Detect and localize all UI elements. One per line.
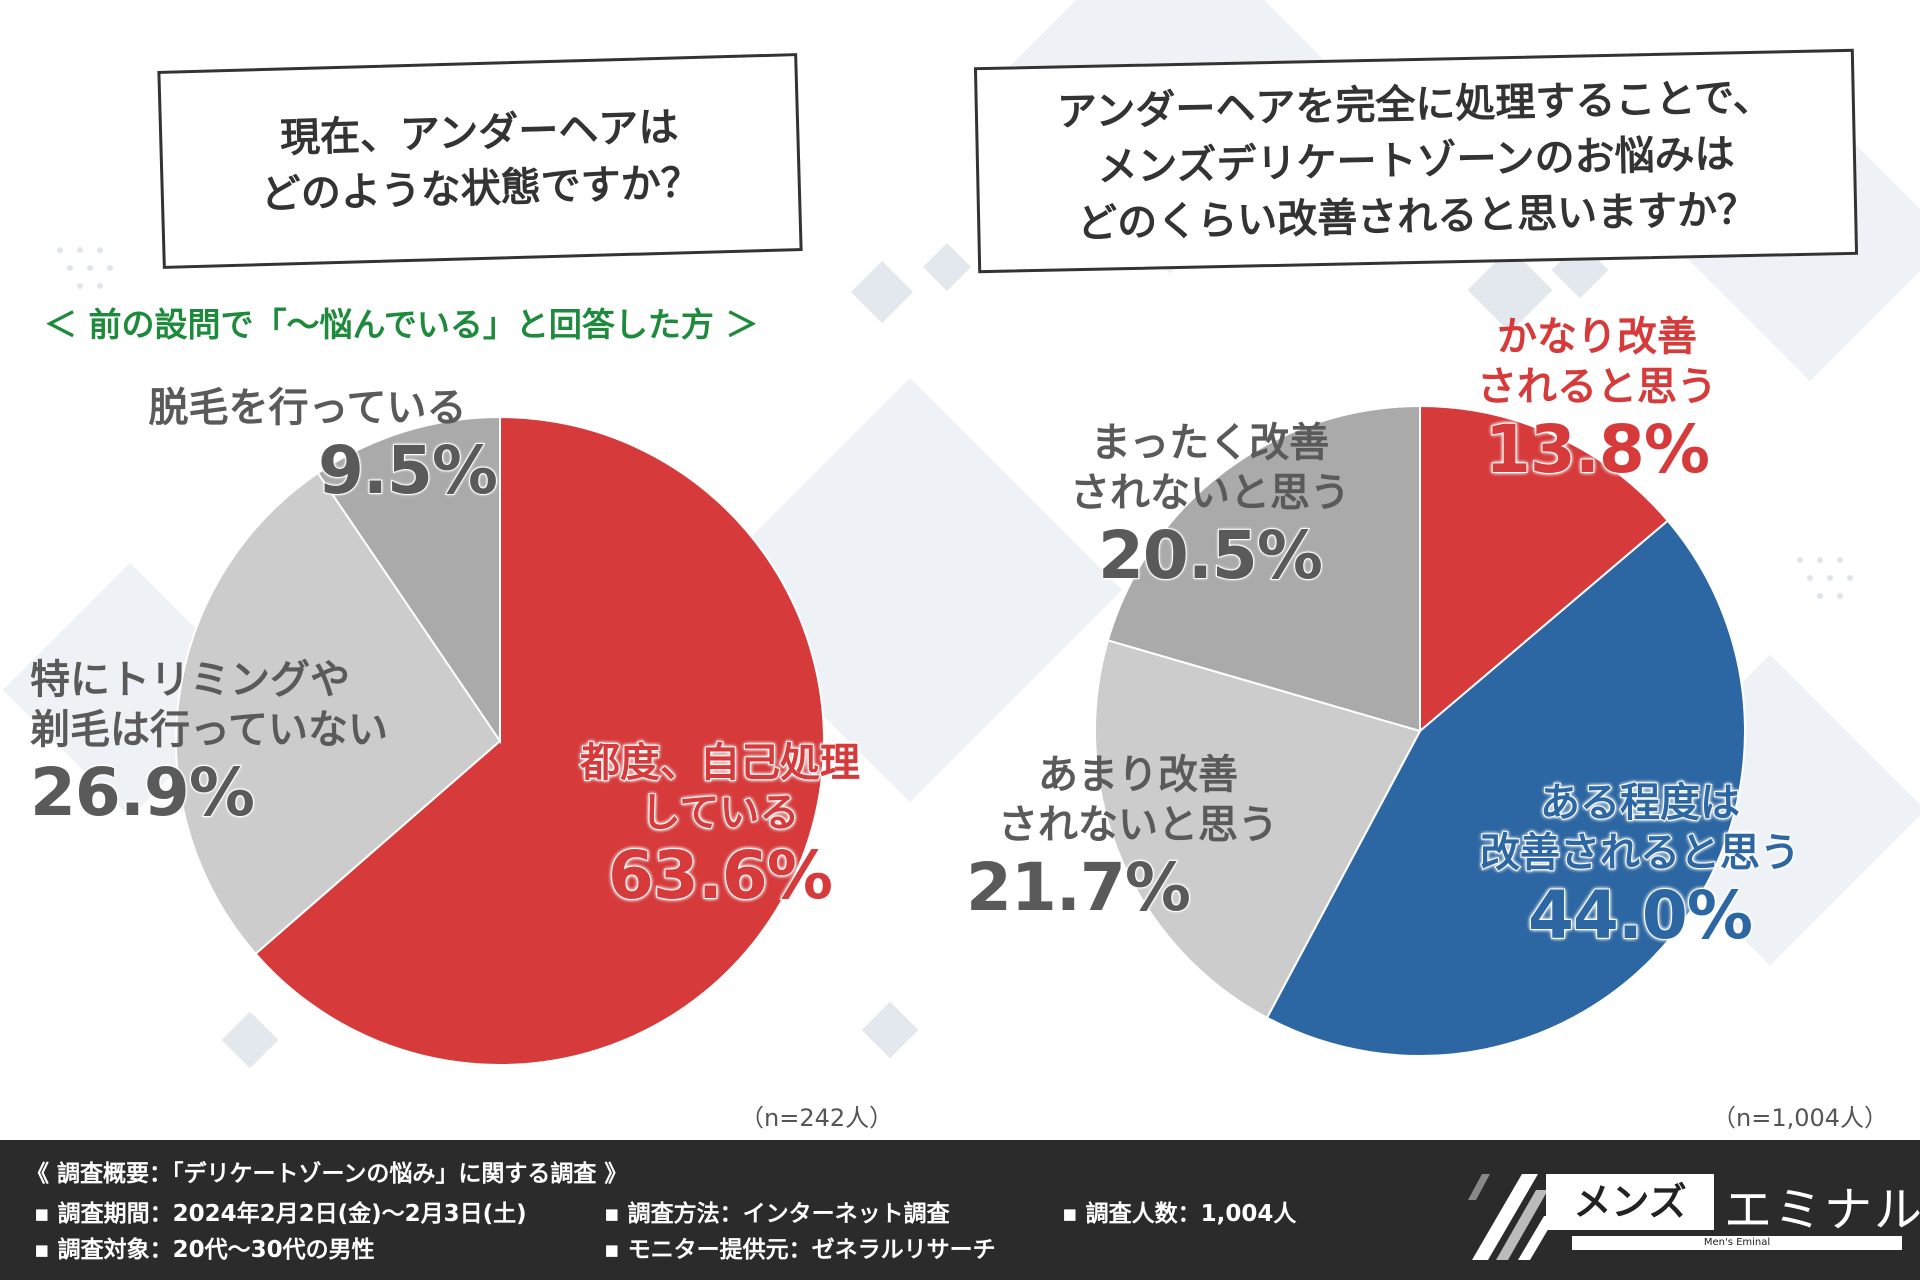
footer-target: 調査対象：20代～30代の男性 — [34, 1230, 375, 1264]
logo-box-text: メンズ — [1546, 1174, 1714, 1230]
survey-summary-footer: 《 調査概要：「デリケートゾーンの悩み」に関する調査 》 調査期間：2024年2… — [0, 1140, 1920, 1280]
left-pie-slice-1 — [254, 415, 825, 1066]
right-slice-2-value: 44.0% — [1527, 877, 1754, 955]
right-slice-2-text-2: 改善されると思う — [1479, 829, 1801, 877]
left-slice-3-value: 9.5% — [317, 432, 499, 510]
right-slice-label-21-7: あまり改善 されないと思う 21.7% — [965, 750, 1298, 927]
footer-count: 調査人数：1,004人 — [1062, 1194, 1297, 1228]
left-respondent-note: ＜ 前の設問で「～悩んでいる」と回答した方 ＞ — [44, 305, 759, 344]
right-slice-label-13-8: かなり改善 されると思う 13.8% — [1432, 312, 1762, 489]
left-slice-1-value: 63.6% — [607, 837, 834, 915]
left-pie — [175, 415, 825, 1066]
left-pie-slice-3 — [316, 415, 501, 745]
left-sample-size: （n=242人） — [740, 1104, 894, 1132]
footer-heading: 《 調査概要：「デリケートゾーンの悩み」に関する調査 》 — [26, 1161, 628, 1187]
left-slice-label-26-9: 特にトリミングや 剃毛は行っていない 26.9% — [29, 655, 388, 832]
footer-method: 調査方法：インターネット調査 — [604, 1194, 950, 1228]
right-slice-3-text-2: されないと思う — [998, 802, 1278, 848]
left-slice-2-value: 26.9% — [29, 754, 256, 832]
right-slice-label-44-0: ある程度は 改善されると思う 44.0% — [1440, 778, 1840, 955]
logo-sub-text: Men's Eminal — [1572, 1236, 1902, 1250]
right-slice-2-text-1: ある程度は — [1539, 779, 1741, 827]
footer-provider: モニター提供元：ゼネラルリサーチ — [604, 1230, 996, 1264]
right-slice-4-text-1: まったく改善 — [1090, 420, 1330, 466]
logo-main-text: エミナル — [1724, 1182, 1920, 1238]
mens-eminal-logo: メンズ エミナル Men's Eminal — [1462, 1160, 1920, 1264]
left-slice-2-text-1: 特にトリミングや — [30, 657, 350, 703]
left-slice-label-9-5: 脱毛を行っている 9.5% — [118, 383, 500, 510]
left-slice-1-text-2: している — [640, 789, 801, 837]
left-pie-slice-2 — [175, 471, 502, 956]
left-slice-label-63-6: 都度、自己処理 している 63.6% — [550, 738, 890, 915]
right-slice-4-text-2: されないと思う — [1070, 470, 1350, 516]
right-slice-3-value: 21.7% — [965, 849, 1192, 927]
left-slice-1-text-1: 都度、自己処理 — [579, 739, 861, 787]
right-pie-slice-1 — [1419, 404, 1670, 734]
right-slice-label-20-5: まったく改善 されないと思う 20.5% — [1050, 418, 1370, 595]
right-pie-slice-2 — [1265, 519, 1746, 1057]
right-pie-slice-3 — [1094, 639, 1422, 1020]
right-slice-1-value: 13.8% — [1484, 411, 1711, 489]
right-sample-size: （n=1,004人） — [1712, 1104, 1889, 1132]
pie-charts — [175, 404, 1746, 1066]
right-pie — [1094, 404, 1746, 1057]
right-slice-3-text-1: あまり改善 — [1038, 752, 1238, 798]
right-slice-4-value: 20.5% — [1097, 517, 1324, 595]
right-pie-slice-4 — [1106, 404, 1421, 733]
footer-period: 調査期間：2024年2月2日(金)～2月3日(土) — [34, 1194, 527, 1228]
left-slice-2-text-2: 剃毛は行っていない — [30, 707, 388, 753]
left-slice-3-text: 脱毛を行っている — [148, 385, 467, 431]
right-slice-1-text-1: かなり改善 — [1497, 314, 1697, 360]
right-slice-1-text-2: されると思う — [1477, 364, 1717, 410]
